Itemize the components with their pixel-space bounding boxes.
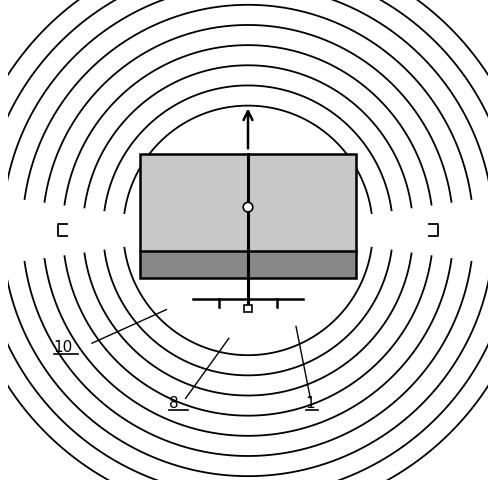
Text: 1: 1 (306, 396, 315, 411)
Text: 8: 8 (169, 396, 179, 411)
Bar (140, 251, 356, 278)
Circle shape (243, 203, 253, 212)
Text: 10: 10 (54, 340, 73, 355)
Bar (244, 305, 252, 312)
Bar (140, 154, 356, 278)
Bar (140, 154, 356, 251)
